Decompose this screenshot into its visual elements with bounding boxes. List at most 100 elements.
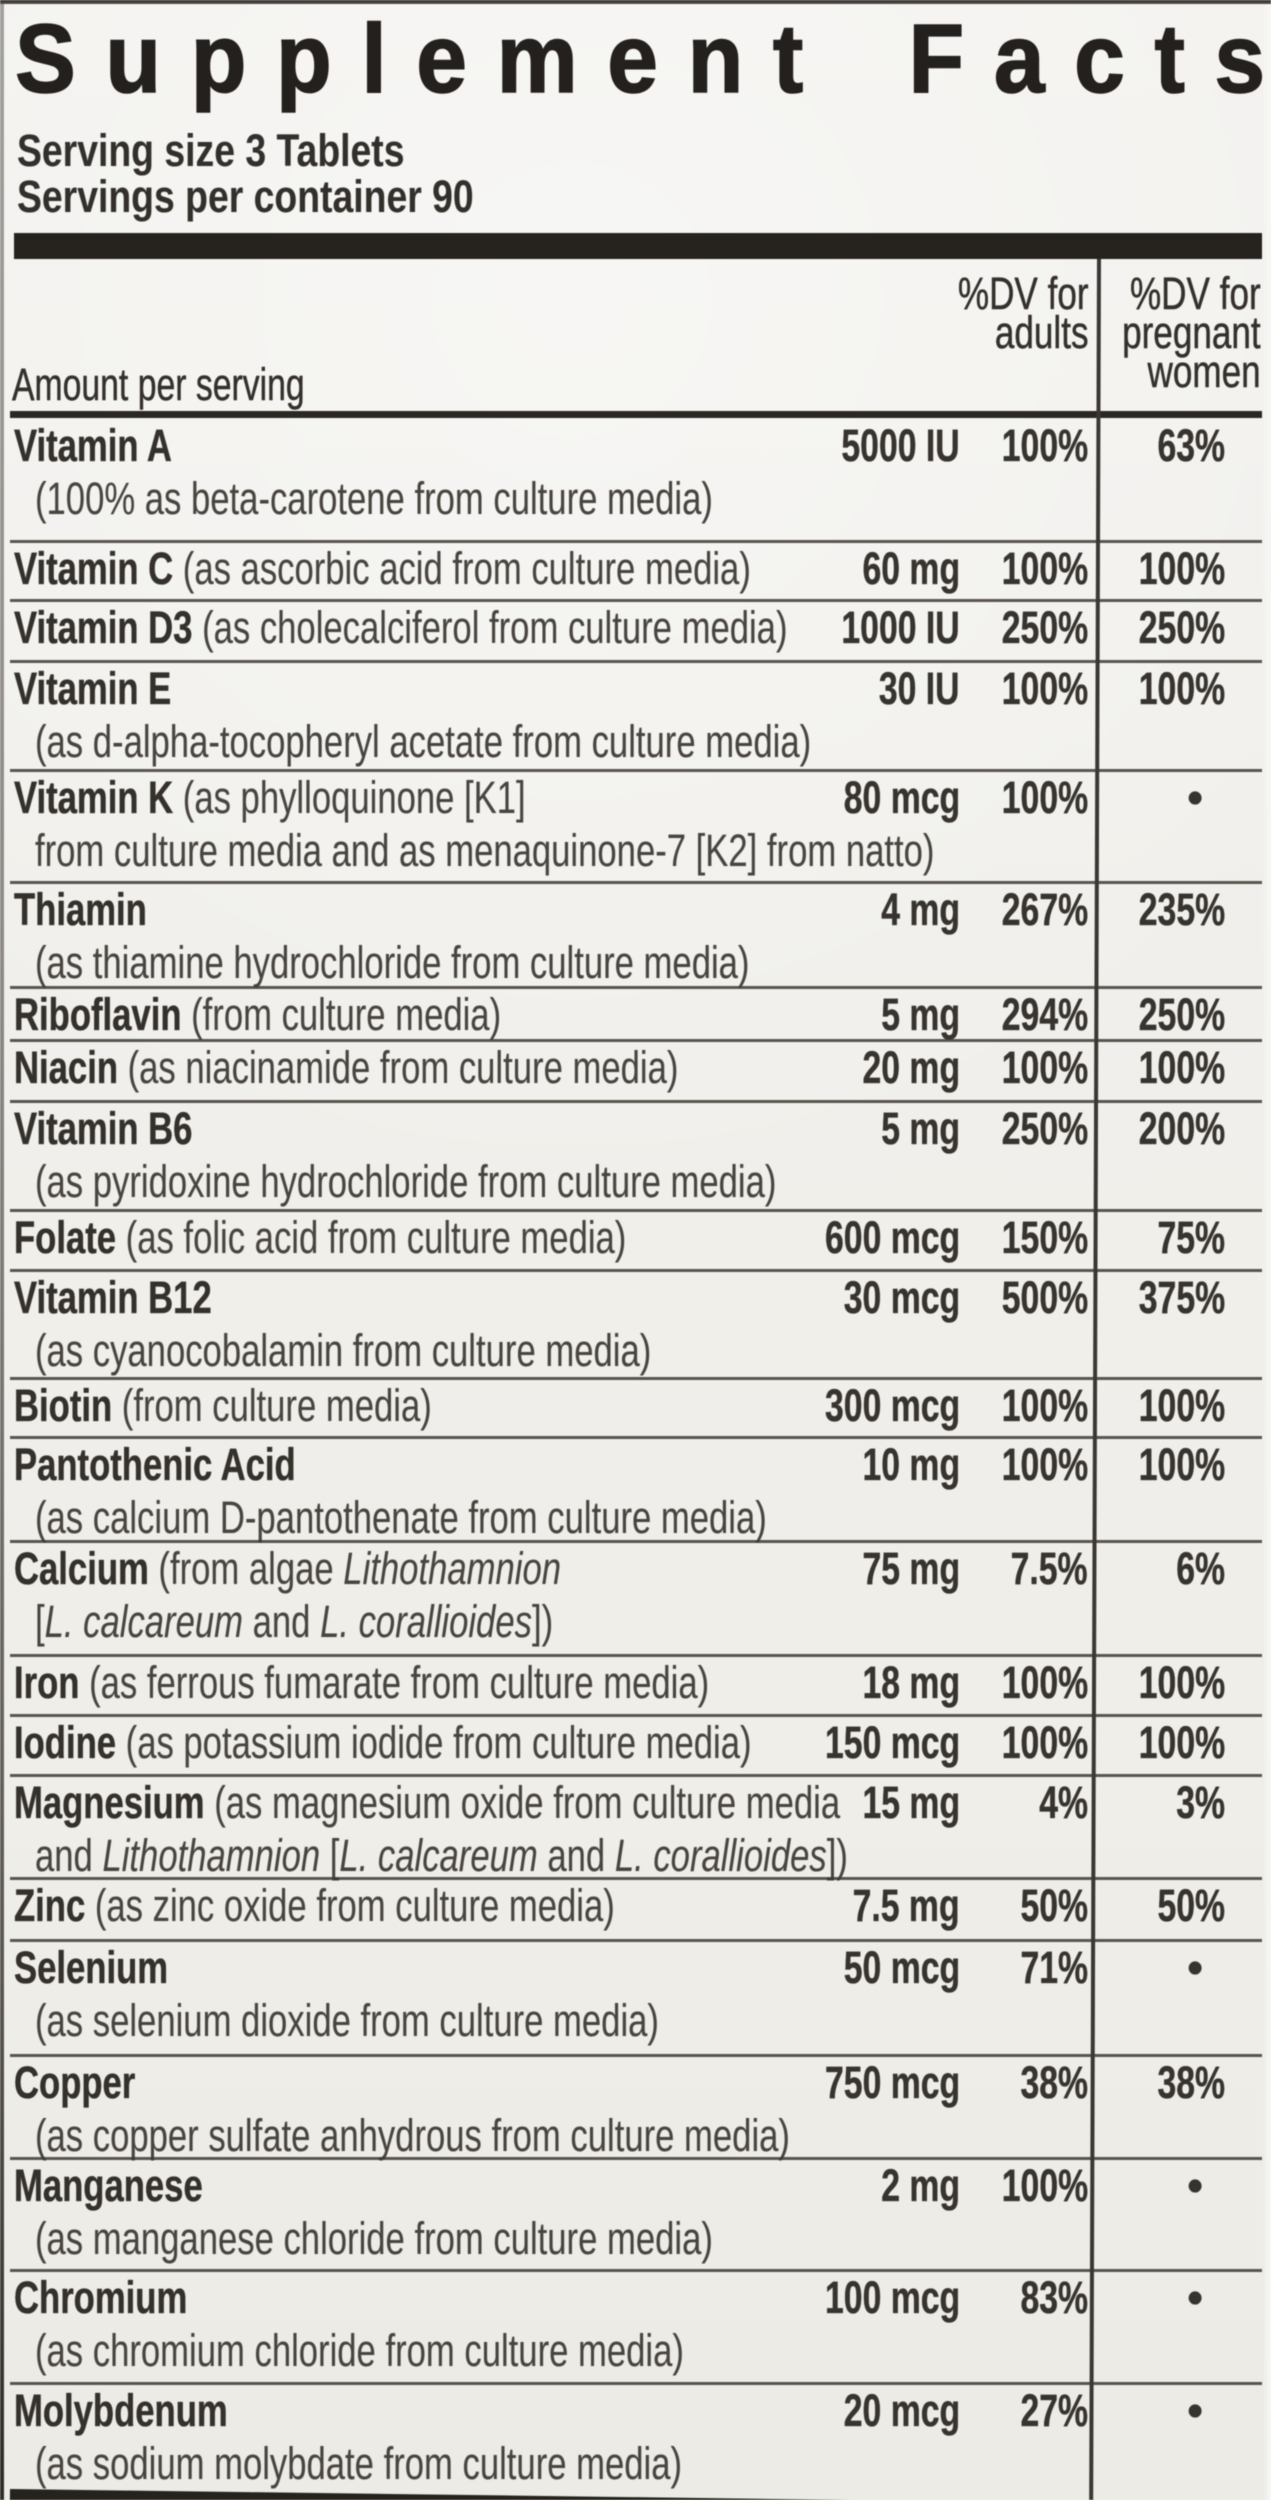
- amount-value-text: 1000 IU: [841, 602, 960, 653]
- amount-value: 150 mcg: [780, 1715, 960, 1770]
- dv-pregnant-value: 100%: [1110, 1715, 1226, 1770]
- amount-value-text: 80 mcg: [843, 772, 961, 823]
- row-rule: [10, 1269, 1262, 1272]
- nutrient-name-line: Vitamin A: [14, 418, 172, 473]
- amount-value: 600 mcg: [780, 1210, 960, 1265]
- nutrient-name-line: Magnesium (as magnesium oxide from cultu…: [14, 1775, 840, 1830]
- text-segment: Vitamin A: [14, 420, 172, 471]
- text-segment: (as sodium molybdate from culture media): [35, 2438, 683, 2489]
- dv-pregnant-value: 100%: [1110, 1040, 1226, 1095]
- text-segment: L. corallioides: [320, 1596, 532, 1647]
- text-segment: L. calcareum: [44, 1596, 243, 1647]
- amount-value-text: 15 mg: [862, 1777, 960, 1828]
- text-segment: Lithothamnion: [343, 1543, 561, 1594]
- dv-adults-value-text: 100%: [1001, 663, 1089, 714]
- nutrient-detail-line: (as pyridoxine hydrochloride from cultur…: [35, 1154, 776, 1209]
- text-segment: and: [537, 1830, 615, 1881]
- amount-value: 10 mg: [830, 1437, 960, 1492]
- nutrient-name-line: Molybdenum: [14, 2383, 228, 2438]
- dv-adults-value: 100%: [973, 1378, 1089, 1433]
- amount-value-text: 150 mcg: [824, 1717, 960, 1768]
- dv-pregnant-value-text: 6%: [1176, 1543, 1225, 1594]
- row-rule: [10, 881, 1262, 884]
- dv-adults-value: 100%: [973, 661, 1089, 716]
- amount-value-text: 5 mg: [881, 1103, 960, 1154]
- row-chromium: Chromium (as chromium chloride from cultu…: [0, 2272, 1271, 2382]
- nutrient-name-line: Vitamin K (as phylloquinone [K1]: [14, 770, 526, 825]
- row-rule: [10, 1654, 1262, 1657]
- dv-adults-value: 27%: [998, 2383, 1088, 2438]
- row-copper: Copper (as copper sulfate anhydrous from …: [0, 2057, 1271, 2161]
- amount-value: 5 mg: [855, 1101, 960, 1156]
- row-selenium: Selenium (as selenium dioxide from cultur…: [0, 1942, 1271, 2054]
- dv-pregnant-value: 100%: [1110, 1655, 1226, 1710]
- nutrient-detail-line: (as selenium dioxide from culture media): [35, 1993, 659, 2048]
- column-header-line: %DV for: [958, 268, 1089, 319]
- nutrient-name-line: Biotin (from culture media): [14, 1378, 432, 1433]
- dv-adults-value-text: 100%: [1001, 2160, 1089, 2211]
- dv-pregnant-value: 100%: [1110, 1437, 1226, 1492]
- amount-value-text: 30 IU: [879, 663, 960, 714]
- row-vitamin-b12: Vitamin B12 (as cyanocobalamin from cultu…: [0, 1272, 1271, 1377]
- dv-adults-value: 250%: [973, 1101, 1089, 1156]
- dv-adults-value: 100%: [973, 418, 1089, 473]
- dv-adults-value: 250%: [973, 600, 1089, 655]
- amount-value: 15 mg: [830, 1775, 960, 1830]
- amount-value: 50 mcg: [805, 1940, 961, 1995]
- text-segment: from culture media and as menaquinone-7 …: [35, 825, 935, 876]
- text-segment: Vitamin K: [14, 772, 174, 823]
- amount-value-text: 75 mg: [862, 1543, 960, 1594]
- row-magnesium: Magnesium (as magnesium oxide from cultu…: [0, 1775, 1271, 1881]
- row-vitamin-e: Vitamin E (as d-alpha-tocopheryl acetate …: [0, 663, 1271, 769]
- dv-adults-value-text: 267%: [1001, 884, 1089, 935]
- row-rule: [10, 1939, 1262, 1942]
- amount-value: 30 IU: [852, 661, 960, 716]
- dv-pregnant-value: 63%: [1135, 418, 1225, 473]
- row-pantothenic-acid: Pantothenic Acid (as calcium D-pantothena…: [0, 1437, 1271, 1543]
- text-segment: (as selenium dioxide from culture media): [35, 1995, 659, 2046]
- row-niacin: Niacin (as niacinamide from culture medi…: [0, 1042, 1271, 1100]
- row-rule: [10, 1100, 1262, 1103]
- dv-adults-value-text: 38%: [1020, 2057, 1088, 2108]
- row-rule: [10, 1540, 1262, 1543]
- photo-top-edge: [0, 0, 1271, 4]
- nutrient-detail-line: (as manganese chloride from culture medi…: [35, 2211, 713, 2266]
- text-segment: (as copper sulfate anhydrous from cultur…: [35, 2110, 790, 2161]
- text-segment: (as pyridoxine hydrochloride from cultur…: [35, 1156, 777, 1207]
- dv-pregnant-value-text: 75%: [1157, 1212, 1225, 1263]
- row-rule: [10, 1877, 1262, 1880]
- row-vitamin-d3: Vitamin D3 (as cholecalciferol from cult…: [0, 602, 1271, 660]
- amount-value: 18 mg: [830, 1655, 960, 1710]
- text-segment: (as potassium iodide from culture media): [116, 1717, 752, 1768]
- dv-pregnant-value-text: 100%: [1138, 1717, 1226, 1768]
- column-header-dv-adults: %DV for adults: [921, 268, 1089, 355]
- nutrient-detail-line: (as copper sulfate anhydrous from cultur…: [35, 2108, 790, 2163]
- dv-pregnant-value: 100%: [1110, 661, 1226, 716]
- dv-adults-value: 7.5%: [985, 1541, 1088, 1596]
- amount-value: 20 mcg: [805, 2383, 961, 2438]
- nutrient-name-line: Vitamin C (as ascorbic acid from culture…: [14, 541, 751, 596]
- amount-value: 5000 IU: [802, 418, 960, 473]
- text-segment: Copper: [14, 2057, 136, 2108]
- dv-adults-value-text: 250%: [1001, 1103, 1089, 1154]
- row-rule: [10, 1377, 1262, 1380]
- dv-pregnant-value-text: 250%: [1138, 602, 1226, 653]
- row-rule: [10, 986, 1262, 989]
- text-segment: Calcium: [14, 1543, 149, 1594]
- dv-pregnant-value: •: [1187, 2383, 1203, 2438]
- amount-value-text: 600 mcg: [824, 1212, 960, 1263]
- nutrient-name-line: Manganese: [14, 2158, 203, 2213]
- dv-adults-value-text: 500%: [1001, 1272, 1089, 1323]
- dv-pregnant-value-text: 250%: [1138, 989, 1226, 1040]
- dv-pregnant-value-text: •: [1187, 1942, 1203, 1993]
- nutrient-name-line: Iron (as ferrous fumarate from culture m…: [14, 1655, 709, 1710]
- amount-value-text: 7.5 mg: [853, 1880, 960, 1931]
- row-vitamin-k: Vitamin K (as phylloquinone [K1] from cul…: [0, 772, 1271, 881]
- text-segment: (100% as beta-carotene from culture medi…: [35, 473, 713, 524]
- dv-pregnant-value: 375%: [1110, 1270, 1226, 1325]
- dv-adults-value-text: 100%: [1001, 1042, 1089, 1093]
- nutrient-name-line: Vitamin B12: [14, 1270, 212, 1325]
- text-segment: (as zinc oxide from culture media): [85, 1880, 615, 1931]
- dv-pregnant-value: 250%: [1110, 987, 1226, 1042]
- dv-pregnant-value-text: •: [1187, 2160, 1203, 2211]
